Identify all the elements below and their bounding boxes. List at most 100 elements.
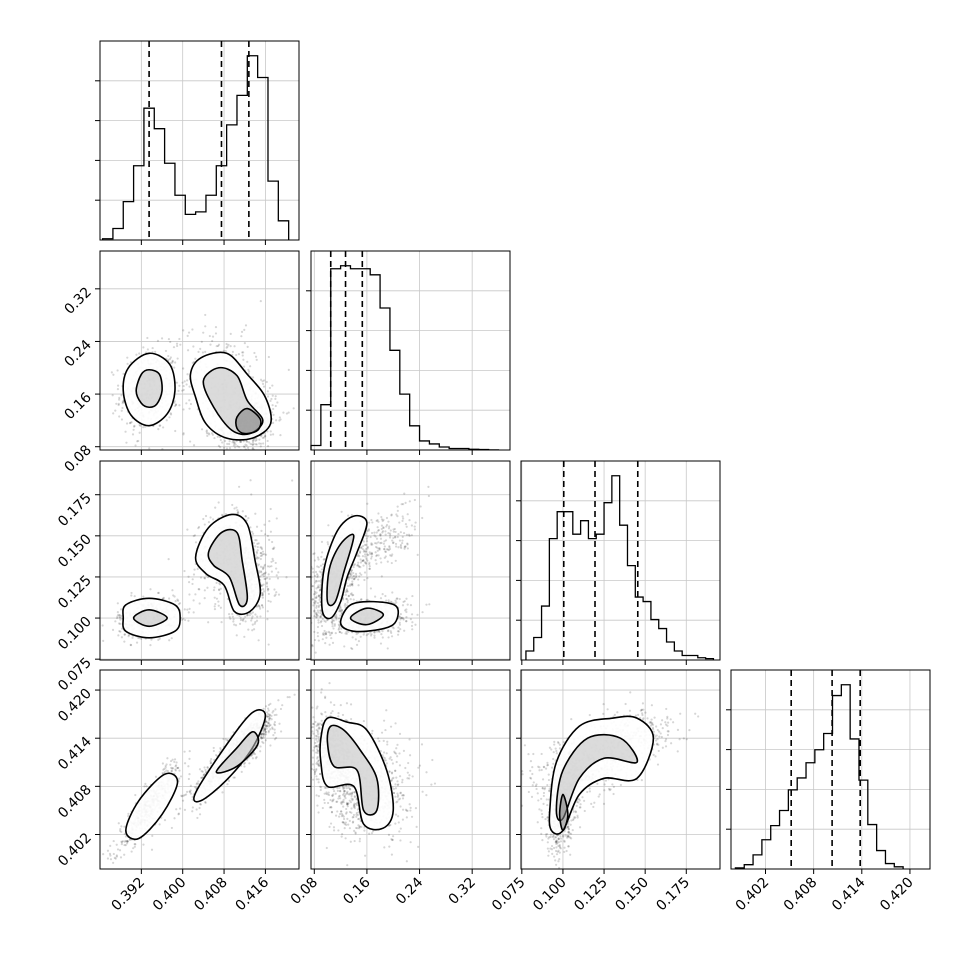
scatter-point xyxy=(217,600,220,603)
scatter-point xyxy=(224,350,227,353)
scatter-point xyxy=(260,547,264,551)
scatter-point xyxy=(178,769,181,772)
scatter-point xyxy=(252,541,255,545)
scatter-point xyxy=(123,843,126,847)
scatter-point xyxy=(262,575,266,578)
scatter-point xyxy=(115,854,118,857)
scatter-point xyxy=(187,611,190,614)
scatter-point xyxy=(184,793,188,796)
scatter-point xyxy=(166,769,170,773)
scatter-point xyxy=(212,746,215,750)
scatter-point xyxy=(165,769,168,772)
scatter-point xyxy=(198,768,202,771)
scatter-point xyxy=(123,853,126,856)
scatter-point xyxy=(263,577,266,581)
scatter-point xyxy=(272,421,275,424)
scatter-point xyxy=(188,385,191,388)
scatter-point xyxy=(256,542,259,545)
scatter-point xyxy=(263,590,266,593)
scatter-point xyxy=(261,604,264,607)
scatter-point xyxy=(273,731,276,734)
scatter-point xyxy=(264,730,268,734)
scatter-point xyxy=(219,438,222,442)
scatter-point xyxy=(269,430,272,433)
scatter-point xyxy=(328,643,331,646)
scatter-point xyxy=(171,758,174,761)
scatter-point xyxy=(274,593,277,596)
scatter-point xyxy=(269,600,272,603)
scatter-point xyxy=(178,777,181,780)
scatter-point xyxy=(250,493,253,496)
panel-frame xyxy=(730,669,931,870)
scatter-point xyxy=(339,607,342,610)
scatter-point xyxy=(325,636,328,639)
scatter-point xyxy=(316,573,319,576)
scatter-point xyxy=(260,592,263,595)
scatter-point xyxy=(267,573,270,576)
scatter-point xyxy=(257,556,260,559)
scatter-point xyxy=(142,595,145,598)
histogram-step xyxy=(525,475,715,660)
scatter-point xyxy=(246,614,249,617)
scatter-point xyxy=(118,614,121,617)
scatter-point xyxy=(305,609,307,611)
scatter-point xyxy=(270,714,273,718)
scatter-point xyxy=(161,762,164,765)
scatter-point xyxy=(213,608,217,611)
scatter-point xyxy=(129,643,132,646)
scatter-point xyxy=(321,638,324,641)
scatter-point xyxy=(269,399,272,403)
scatter-point xyxy=(96,882,98,884)
scatter-point xyxy=(171,767,175,770)
scatter-point xyxy=(271,394,274,397)
scatter-point xyxy=(237,511,240,514)
scatter-point xyxy=(267,722,271,725)
scatter-point xyxy=(259,554,262,558)
scatter-point xyxy=(273,713,276,717)
scatter-point xyxy=(269,433,272,436)
scatter-point xyxy=(267,592,270,596)
scatter-point xyxy=(171,589,174,592)
scatter-point xyxy=(266,711,269,714)
scatter-point xyxy=(224,512,227,516)
scatter-point xyxy=(101,624,104,627)
scatter-point xyxy=(268,520,271,523)
scatter-point xyxy=(262,732,265,735)
scatter-point xyxy=(251,757,254,760)
scatter-point xyxy=(262,442,265,445)
scatter-point xyxy=(264,739,267,742)
scatter-point xyxy=(219,583,222,586)
histogram-panel xyxy=(306,250,511,455)
scatter-point xyxy=(200,428,204,431)
scatter-point xyxy=(120,418,124,421)
scatter-point xyxy=(317,619,320,622)
scatter-point xyxy=(209,759,212,763)
scatter-point xyxy=(270,565,273,568)
scatter-point xyxy=(251,447,254,450)
scatter-point xyxy=(149,588,152,591)
scatter-point xyxy=(244,514,247,518)
scatter-point xyxy=(212,749,215,753)
scatter-point xyxy=(196,782,199,785)
scatter-point xyxy=(90,388,92,390)
scatter-point xyxy=(232,618,235,621)
scatter-point xyxy=(191,795,194,799)
scatter-point xyxy=(267,722,270,725)
scatter-point xyxy=(259,750,262,753)
scatter-point xyxy=(110,878,112,880)
y-tick-label: 0.24 xyxy=(61,337,94,370)
scatter-point xyxy=(158,637,161,640)
scatter-point xyxy=(177,389,180,392)
scatter-point xyxy=(167,354,170,358)
scatter-point xyxy=(259,442,263,445)
scatter-point xyxy=(263,523,266,526)
scatter-point xyxy=(280,730,283,733)
scatter-point xyxy=(169,356,173,359)
scatter-point xyxy=(174,764,178,767)
scatter-point xyxy=(106,857,110,860)
scatter-point xyxy=(261,568,265,571)
x-tick-label: 0.392 xyxy=(109,875,149,915)
scatter-point xyxy=(234,443,237,446)
scatter-point xyxy=(316,609,319,612)
scatter-point xyxy=(350,569,353,572)
